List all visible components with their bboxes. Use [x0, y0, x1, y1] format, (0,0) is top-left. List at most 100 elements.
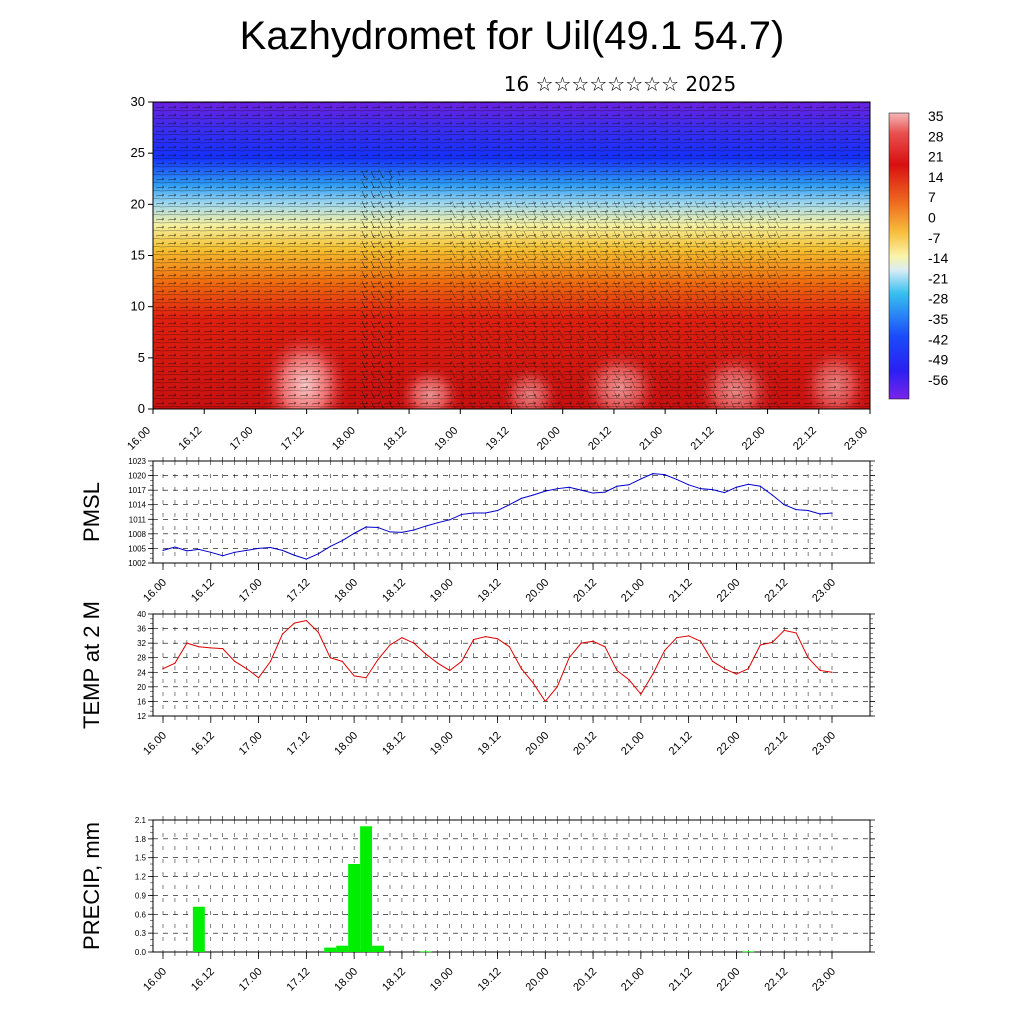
- series-point: [652, 673, 654, 675]
- x-tick-label: 20.00: [523, 577, 551, 605]
- y-tick-label: 25: [131, 145, 145, 160]
- series-point: [329, 545, 331, 548]
- precip-bar: [348, 864, 361, 952]
- x-tick-label: 18.00: [330, 425, 358, 453]
- series-point: [735, 673, 738, 675]
- y-tick-label: 1002: [128, 559, 146, 568]
- precip-bar: [192, 906, 205, 952]
- y-tick-label: 0.9: [135, 891, 147, 900]
- series-point: [508, 504, 511, 506]
- x-tick-label: 23.00: [810, 966, 838, 994]
- x-tick-label: 22.00: [740, 425, 768, 453]
- series-point: [664, 649, 666, 652]
- series-point: [234, 660, 236, 662]
- x-tick-label: 20.00: [523, 730, 551, 758]
- y-tick-label: 30: [131, 94, 145, 109]
- temperature-2m-chart: 12 16 20 24 28 32 36 40 16.00 16.12 17.00 17.12 18.0…: [79, 601, 875, 758]
- series-point: [293, 554, 296, 556]
- y-axis-title: PMSL: [79, 482, 104, 542]
- series-point: [341, 660, 343, 662]
- x-tick-label: 17.00: [237, 730, 265, 758]
- x-tick-label: 20.12: [571, 730, 599, 758]
- y-tick-label: 10: [131, 299, 145, 314]
- x-tick-label: 19.12: [476, 730, 504, 758]
- series-point: [544, 490, 546, 492]
- y-tick-label: 20: [137, 683, 146, 692]
- x-tick-label: 22.12: [762, 966, 790, 994]
- series-point: [305, 558, 307, 560]
- series-point: [592, 640, 594, 642]
- y-tick-label: 5: [138, 350, 145, 365]
- x-tick-label: 23.00: [810, 577, 838, 605]
- series-point: [556, 488, 558, 490]
- x-tick-label: 17.12: [279, 425, 307, 453]
- series-point: [795, 632, 797, 634]
- series-point: [305, 619, 307, 622]
- x-tick-label: 16.00: [125, 425, 153, 453]
- warm-cores: [153, 102, 870, 409]
- series-point: [747, 668, 749, 670]
- colorbar-label: 0: [928, 210, 936, 226]
- series-point: [580, 642, 582, 644]
- wind-vectors-vertical: [450, 200, 780, 409]
- x-tick-label: 20.00: [523, 966, 551, 994]
- series-point: [269, 660, 272, 662]
- y-tick-label: 1008: [128, 530, 146, 539]
- series-point: [699, 488, 702, 490]
- precip-bar: [336, 945, 349, 952]
- y-tick-label: 24: [137, 668, 146, 677]
- x-tick-label: 19.00: [428, 966, 456, 994]
- x-tick-label: 16.12: [189, 966, 217, 994]
- series-point: [723, 668, 726, 670]
- page-subtitle: 16 ☆☆☆☆☆☆☆☆ 2025: [503, 72, 737, 96]
- x-tick-label: 16.00: [141, 966, 169, 994]
- series-point: [819, 513, 821, 515]
- series-point: [257, 547, 260, 550]
- precip-bar: [360, 826, 373, 952]
- series-point: [353, 675, 355, 677]
- series-point: [317, 631, 319, 633]
- pmsl-chart: 1002 1005 1008 1011 1014 1017 1020 1023 16.00 16.…: [79, 457, 875, 605]
- series-point: [365, 526, 367, 528]
- wind-vectors-vertical: [360, 170, 400, 409]
- series-point: [580, 489, 582, 491]
- colorbar-label: -49: [928, 352, 948, 368]
- x-tick-label: 16.12: [176, 425, 204, 453]
- series-point: [592, 492, 594, 494]
- y-tick-label: 0.6: [135, 910, 147, 919]
- x-tick-label: 23.00: [810, 730, 838, 758]
- colorbar-label: -21: [928, 270, 948, 286]
- series-point: [174, 662, 176, 664]
- x-tick-label: 17.00: [237, 966, 265, 994]
- y-tick-label: 0: [138, 401, 145, 416]
- series-point: [484, 635, 487, 638]
- series-point: [628, 678, 630, 681]
- series-point: [437, 522, 439, 524]
- x-tick-label: 20.00: [535, 425, 563, 453]
- series-point: [401, 637, 403, 639]
- series-point: [699, 640, 702, 642]
- series-point: [449, 669, 451, 672]
- precipitation-chart: 0.0 0.3 0.6 0.9 1.2 1.5 1.8 2.1 16.00 16.12 17.00 1…: [79, 816, 875, 994]
- series-point: [831, 512, 833, 514]
- x-tick-label: 18.12: [380, 577, 408, 605]
- colorbar-label: -7: [928, 230, 941, 246]
- x-tick-label: 16.12: [189, 577, 217, 605]
- series-point: [568, 486, 570, 488]
- x-tick-label: 16.00: [141, 730, 169, 758]
- series-point: [604, 646, 606, 648]
- colorbar-label: -42: [928, 331, 948, 347]
- series-point: [341, 540, 343, 542]
- y-tick-label: 2.1: [135, 816, 147, 825]
- x-tick-label: 16.00: [141, 577, 169, 605]
- series-point: [783, 629, 785, 631]
- x-tick-label: 20.12: [586, 425, 614, 453]
- x-tick-label: 21.12: [667, 966, 695, 994]
- series-point: [461, 660, 463, 662]
- y-tick-label: 1.5: [135, 854, 147, 863]
- series-point: [735, 486, 738, 488]
- x-tick-label: 18.00: [332, 966, 360, 994]
- series-point: [628, 484, 630, 486]
- precip-bar: [372, 945, 385, 952]
- series-point: [473, 512, 475, 514]
